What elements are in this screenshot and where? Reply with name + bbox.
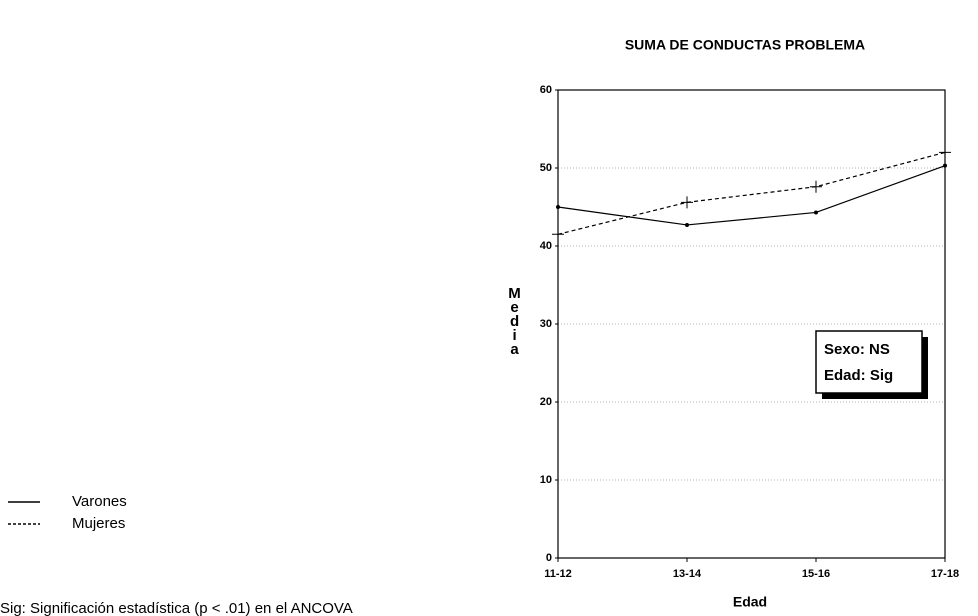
annotation: Sexo: NS	[824, 341, 890, 358]
plot-frame	[557, 89, 946, 559]
x-tick-label: 11-12	[544, 568, 572, 580]
annotation: Edad: Sig	[824, 367, 893, 384]
annotation-box	[815, 330, 923, 394]
series-line	[557, 165, 946, 226]
legend-label: Varones	[72, 493, 127, 510]
marker	[943, 163, 947, 168]
marker	[814, 210, 818, 215]
marker	[681, 196, 693, 209]
y-tick-label: 0	[546, 552, 552, 564]
y-axis-label: Media	[506, 285, 523, 355]
legend-label: Mujeres	[72, 515, 125, 532]
y-tick-label: 60	[540, 84, 552, 96]
x-tick-label: 17-18	[931, 568, 959, 580]
x-tick-label: 13-14	[673, 568, 702, 580]
marker	[685, 222, 689, 227]
marker	[556, 205, 560, 209]
marker	[810, 180, 822, 193]
footnote: Sig: Significación estadística (p < .01)…	[0, 600, 353, 616]
y-tick-label: 30	[540, 318, 552, 330]
y-tick-label: 10	[540, 474, 552, 486]
x-axis-label: Edad	[733, 594, 767, 610]
y-tick-label: 20	[540, 396, 552, 408]
chart-title: SUMA DE CONDUCTAS PROBLEMA	[625, 37, 865, 53]
y-tick-label: 40	[540, 240, 552, 252]
marker	[939, 146, 951, 159]
y-tick-label: 50	[540, 162, 552, 174]
x-tick-label: 15-16	[802, 568, 830, 580]
series-line	[557, 151, 946, 235]
marker	[552, 228, 564, 241]
